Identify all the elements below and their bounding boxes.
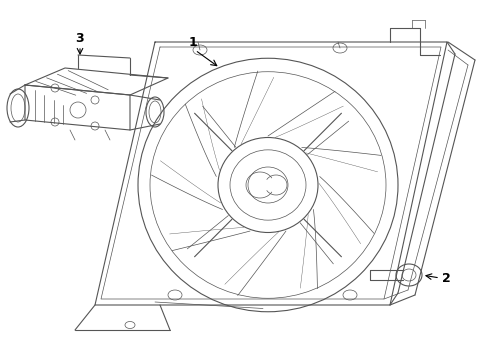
Text: 1: 1 xyxy=(188,36,197,49)
Text: 2: 2 xyxy=(441,271,449,284)
Text: 3: 3 xyxy=(76,32,84,45)
